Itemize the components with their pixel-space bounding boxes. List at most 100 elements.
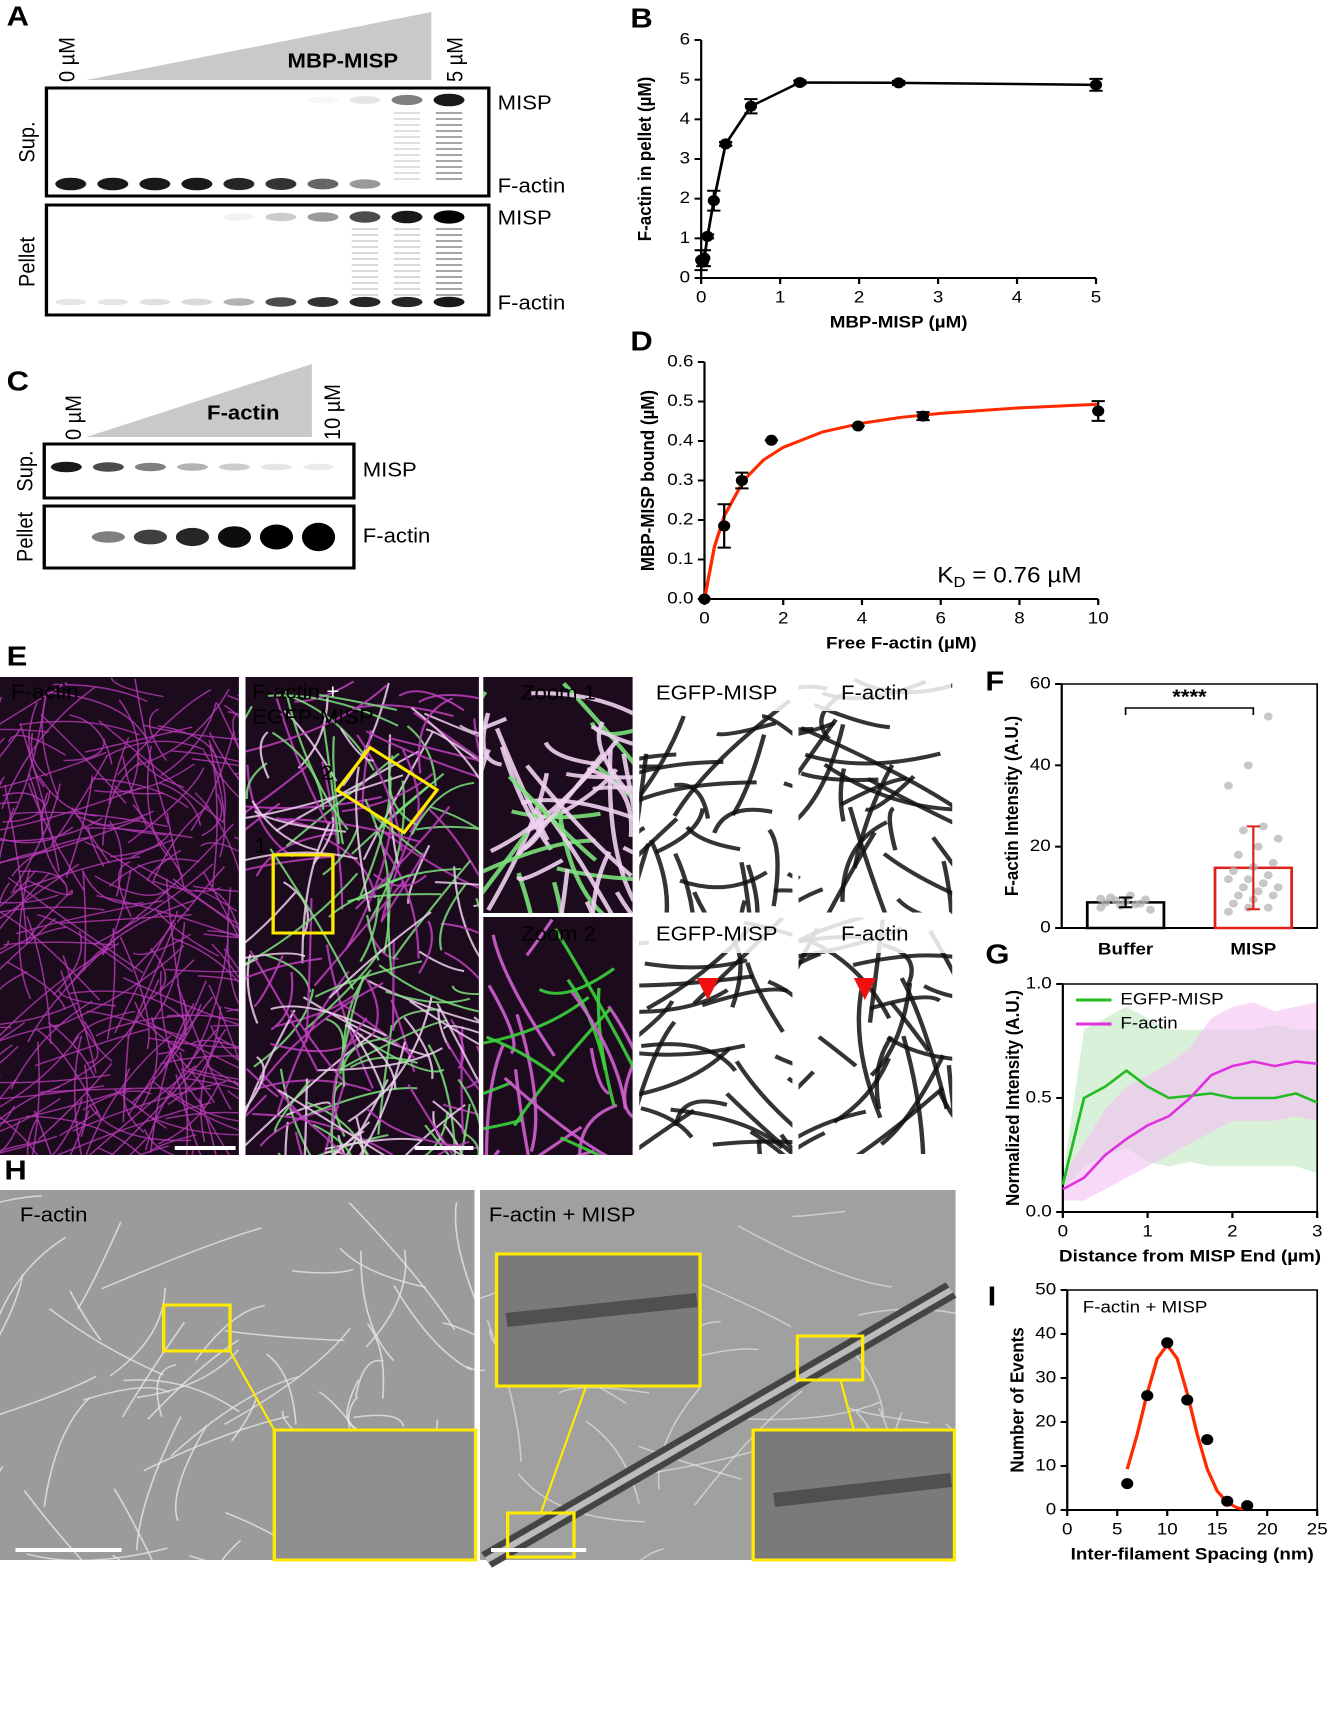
filament bbox=[224, 1327, 352, 1425]
filament bbox=[191, 1068, 239, 1080]
data-point bbox=[1238, 826, 1248, 835]
data-point bbox=[1228, 899, 1238, 908]
y-tick-label: 0.1 bbox=[667, 549, 693, 568]
filament bbox=[537, 1125, 583, 1155]
filament bbox=[739, 861, 752, 914]
filament bbox=[798, 887, 824, 903]
gel-band bbox=[97, 177, 129, 191]
filament bbox=[31, 1041, 40, 1155]
filament bbox=[273, 1080, 311, 1132]
gel-smear bbox=[351, 264, 379, 266]
filament bbox=[301, 821, 332, 964]
filament bbox=[292, 1268, 354, 1274]
filament bbox=[27, 782, 85, 891]
filaments bbox=[639, 699, 793, 914]
filament bbox=[679, 870, 768, 890]
filament bbox=[159, 980, 207, 1074]
filament bbox=[135, 1416, 182, 1551]
gel-smear bbox=[393, 282, 421, 284]
filament bbox=[84, 841, 190, 911]
filament bbox=[259, 1105, 339, 1147]
filament bbox=[227, 1089, 239, 1100]
gel-band bbox=[391, 210, 423, 224]
point bbox=[1161, 1337, 1174, 1349]
filament bbox=[621, 753, 633, 815]
filament bbox=[406, 725, 437, 787]
filament bbox=[70, 899, 196, 985]
point bbox=[1181, 1394, 1194, 1406]
roi-box bbox=[272, 1428, 478, 1562]
gel-band bbox=[218, 463, 250, 471]
filament bbox=[223, 948, 239, 971]
data-point bbox=[1268, 891, 1278, 900]
gel-smear bbox=[435, 252, 463, 254]
filament bbox=[299, 1087, 418, 1119]
image-label: F-actin + bbox=[252, 681, 339, 703]
x-tick-label: 4 bbox=[1012, 287, 1022, 306]
filament bbox=[127, 996, 214, 1116]
protein-label: F-actin bbox=[207, 402, 279, 424]
row-label: Pellet bbox=[16, 237, 40, 287]
filament bbox=[208, 984, 239, 1062]
filament bbox=[84, 726, 193, 753]
filament bbox=[325, 1137, 422, 1150]
chart-title: F-actin + MISP bbox=[1083, 1297, 1208, 1316]
filament bbox=[197, 975, 239, 982]
filament bbox=[0, 849, 52, 864]
filament bbox=[115, 823, 234, 935]
filament bbox=[273, 692, 330, 826]
filament bbox=[761, 714, 793, 737]
filament bbox=[136, 1349, 239, 1399]
gel-smear bbox=[435, 154, 463, 156]
filament bbox=[838, 768, 847, 822]
filament bbox=[639, 780, 757, 803]
point bbox=[698, 593, 711, 605]
gel-smear bbox=[393, 264, 421, 266]
data-point bbox=[1273, 834, 1283, 843]
legend-label: F-actin bbox=[1120, 1013, 1177, 1032]
gel-band bbox=[349, 96, 381, 104]
filament bbox=[923, 984, 953, 999]
gel-smear bbox=[393, 240, 421, 242]
zoom-bundle bbox=[773, 1473, 953, 1507]
filament bbox=[112, 1554, 121, 1560]
filament bbox=[203, 871, 239, 939]
panel-label: G bbox=[985, 939, 1009, 970]
filament bbox=[259, 982, 384, 1086]
x-tick-label: 5 bbox=[1091, 287, 1101, 306]
y-tick-label: 0 bbox=[1040, 917, 1050, 936]
filament bbox=[381, 852, 426, 921]
filament bbox=[166, 812, 186, 889]
filament bbox=[507, 775, 598, 862]
filament bbox=[71, 807, 111, 864]
gel-smear bbox=[393, 276, 421, 278]
filament bbox=[499, 746, 553, 851]
x-tick-label: 2 bbox=[778, 608, 788, 627]
filament bbox=[88, 1065, 197, 1155]
filament bbox=[251, 800, 319, 852]
point bbox=[1121, 1478, 1134, 1490]
filament bbox=[817, 1035, 858, 1068]
filament bbox=[302, 996, 430, 1058]
y-tick-label: 50 bbox=[1035, 1279, 1056, 1298]
filament bbox=[339, 1247, 426, 1288]
gel-smear bbox=[351, 294, 379, 296]
filament bbox=[108, 820, 123, 897]
filament bbox=[457, 1078, 479, 1126]
filament bbox=[245, 851, 358, 862]
filament bbox=[294, 1131, 303, 1155]
data-point bbox=[1268, 858, 1278, 867]
gel-band bbox=[391, 94, 423, 106]
gel-band bbox=[349, 211, 381, 223]
filament bbox=[203, 750, 239, 799]
filament bbox=[137, 1145, 169, 1155]
filament bbox=[226, 1008, 239, 1013]
gel-band bbox=[433, 93, 465, 107]
filament bbox=[418, 950, 465, 973]
gel-band bbox=[349, 179, 381, 189]
filament bbox=[97, 1147, 115, 1155]
filament bbox=[0, 1036, 80, 1108]
filament bbox=[648, 839, 670, 914]
gel-band bbox=[223, 177, 255, 191]
